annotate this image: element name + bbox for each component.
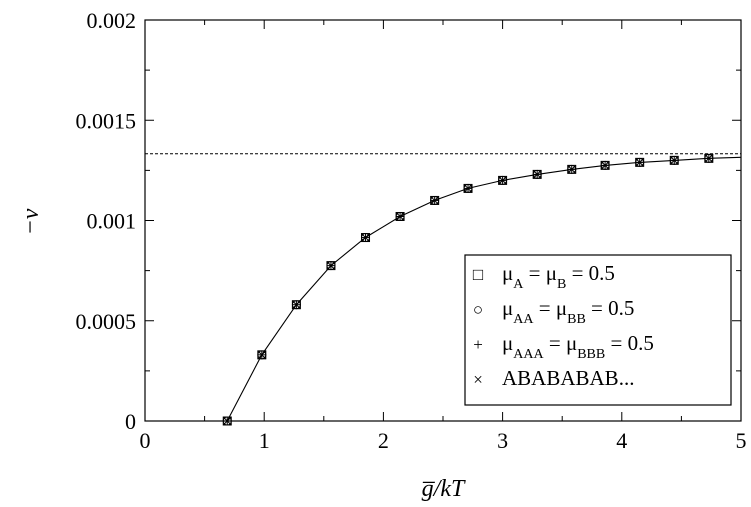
x-tick-label: 3 — [497, 428, 508, 453]
legend-label: μAAA = μBBB = 0.5 — [502, 331, 654, 362]
series-4-point — [395, 212, 405, 221]
x-tick-label: 2 — [378, 428, 389, 453]
series-4-point — [463, 184, 473, 193]
y-tick-label: 0 — [125, 409, 136, 434]
x-tick-label: 5 — [736, 428, 747, 453]
legend-item: □ μA = μB = 0.5 — [473, 261, 615, 292]
y-tick-label: 0.002 — [87, 8, 137, 33]
legend-label-part: = 0.5 — [586, 296, 635, 320]
legend-box — [464, 254, 732, 406]
x-tick-label: 4 — [616, 428, 627, 453]
series-4-point — [292, 300, 301, 310]
legend-label-part: μ — [502, 296, 513, 320]
legend-marker-cross: × — [473, 370, 483, 389]
fit-layer — [145, 153, 742, 422]
y-axis-label: −ν — [18, 208, 44, 235]
legend-label-part: AAA — [513, 347, 544, 362]
series-4-point — [669, 155, 679, 165]
x-tick-label: 0 — [140, 428, 151, 453]
legend-label: μA = μB = 0.5 — [502, 261, 615, 292]
legend-items: □ μA = μB = 0.5○ μAA = μBB = 0.5+ μAAA = μB… — [473, 261, 654, 390]
legend-label-part: = μ — [523, 261, 557, 285]
series-4-point — [361, 233, 370, 242]
legend-item: × ABABABAB... — [473, 366, 634, 390]
x-tick-label: 1 — [259, 428, 270, 453]
legend-label-part: = μ — [544, 331, 578, 355]
series-4-point — [326, 261, 336, 270]
series-4-point — [567, 165, 577, 174]
legend-label-part: = 0.5 — [605, 331, 654, 355]
y-tick-label: 0.0005 — [76, 309, 137, 334]
series-4-point — [430, 196, 440, 205]
legend-label-part: A — [513, 277, 524, 292]
series-4-point — [498, 176, 507, 185]
x-axis-label: g̅/kT — [422, 476, 466, 502]
marker-layer — [222, 153, 714, 426]
legend-label-part: AA — [513, 312, 534, 327]
legend-label-part: = 0.5 — [566, 261, 615, 285]
legend-marker-plus: + — [473, 335, 483, 354]
legend-label: ABABABAB... — [502, 366, 634, 390]
legend-label-part: = μ — [534, 296, 568, 320]
legend-marker-square: □ — [473, 265, 483, 284]
tick-layer: 0 1 2 3 4 5 0 0.0005 0.001 0.0015 0.002 — [76, 8, 747, 453]
series-4-point — [635, 158, 645, 167]
fit-curve — [226, 156, 742, 422]
legend-label-part: BBB — [577, 347, 605, 362]
legend-item: ○ μAA = μBB = 0.5 — [473, 296, 635, 327]
legend-label-part: μ — [502, 331, 513, 355]
legend: □ μA = μB = 0.5○ μAA = μBB = 0.5+ μAAA = μB… — [464, 254, 732, 406]
y-tick-label: 0.0015 — [76, 108, 137, 133]
legend-label-part: ABABABAB... — [502, 366, 634, 390]
series-4-point — [532, 170, 542, 179]
series-4-point — [704, 153, 714, 163]
legend-item: + μAAA = μBBB = 0.5 — [473, 331, 654, 362]
y-tick-label: 0.001 — [87, 209, 137, 234]
legend-label-part: μ — [502, 261, 513, 285]
series-4-point — [600, 161, 610, 170]
legend-label-part: B — [557, 277, 566, 292]
legend-marker-circle: ○ — [473, 300, 483, 319]
legend-label-part: BB — [567, 312, 586, 327]
series-4-point — [257, 350, 267, 360]
legend-label: μAA = μBB = 0.5 — [502, 296, 634, 327]
